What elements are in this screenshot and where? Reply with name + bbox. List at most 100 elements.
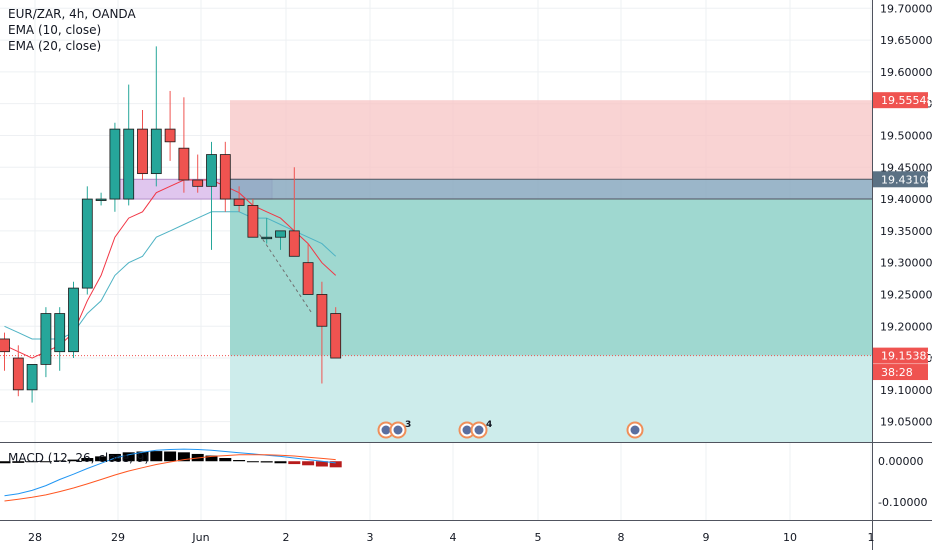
candle-up — [95, 198, 107, 201]
event-icon — [474, 425, 484, 435]
price-tick-label: 19.45000 — [880, 161, 932, 174]
macd-histogram-bar — [67, 459, 80, 462]
macd-histogram-bar — [0, 461, 11, 464]
candle-down — [192, 179, 204, 187]
price-tick-label: 19.50000 — [880, 129, 932, 142]
candle-up — [123, 128, 135, 200]
macd-histogram-bar — [246, 461, 259, 463]
macd-histogram-bar — [122, 452, 135, 462]
candle-down — [247, 205, 259, 238]
candle-down — [164, 128, 176, 143]
event-count: 3 — [405, 420, 411, 430]
price-tick-label: 19.70000 — [880, 2, 932, 15]
candle-up — [26, 364, 38, 391]
event-icon — [462, 425, 472, 435]
time-tick-label: Jun — [191, 531, 209, 544]
price-tag-label: 19.43108 — [881, 173, 932, 186]
candle-down — [0, 338, 10, 353]
candle-up — [81, 198, 93, 289]
price-tag-label: 19.15382 — [881, 350, 932, 363]
price-tag — [873, 171, 928, 188]
entry-band — [230, 179, 872, 200]
macd-histogram-bar — [95, 456, 108, 462]
ema20-legend: EMA (20, close) — [8, 39, 102, 53]
candle-down — [316, 294, 328, 327]
macd-histogram-bar — [205, 455, 218, 462]
time-tick-label: 8 — [618, 531, 625, 544]
macd-histogram-bar — [39, 461, 52, 463]
candle-down — [233, 198, 245, 206]
macd-histogram-bar — [233, 460, 246, 462]
candle-down — [302, 262, 314, 295]
macd-tick-label: 0.00000 — [878, 455, 924, 468]
event-icon — [381, 425, 391, 435]
event-marker: 3 — [377, 420, 411, 439]
candle-down — [288, 230, 300, 257]
time-tick-label: 2 — [283, 531, 290, 544]
chart-legend: EUR/ZAR, 4h, OANDA EMA (10, close) EMA (… — [8, 6, 136, 54]
price-tag — [873, 347, 928, 364]
macd-histogram-bar — [260, 461, 273, 463]
time-tick-label: 4 — [450, 531, 457, 544]
candle-down — [137, 128, 148, 175]
profit-zone — [230, 199, 872, 356]
candle-down — [178, 147, 190, 181]
macd-histogram-bar — [26, 461, 39, 463]
candle-down — [219, 154, 231, 200]
macd-histogram-bar — [53, 460, 66, 462]
macd-histogram-bar — [12, 461, 25, 463]
signal-line — [4, 454, 336, 502]
macd-histogram-bar — [315, 461, 328, 467]
event-icon — [393, 425, 403, 435]
event-marker: 4 — [458, 420, 492, 439]
profit-zone-extended — [230, 355, 872, 442]
candle-up — [150, 128, 162, 175]
price-tick-label: 19.30000 — [880, 257, 932, 270]
candle-up — [40, 313, 52, 365]
price-tick-label: 19.65000 — [880, 34, 932, 47]
price-tag-label: 38:28 — [881, 366, 913, 379]
price-tick-label: 19.40000 — [880, 193, 932, 206]
candle-up — [109, 128, 121, 200]
time-tick-label: 28 — [28, 531, 42, 544]
macd-histogram-bar — [219, 457, 232, 462]
symbol-title: EUR/ZAR, 4h, OANDA — [8, 7, 136, 21]
macd-histogram-bar — [150, 451, 163, 462]
time-tick-label: 9 — [703, 531, 710, 544]
macd-histogram-bar — [164, 451, 177, 462]
candle-down — [12, 357, 24, 391]
candle-up — [275, 230, 286, 238]
macd-histogram-bar — [81, 457, 94, 462]
candle-up — [68, 287, 79, 353]
time-tick-label: 3 — [367, 531, 374, 544]
event-icon — [630, 425, 640, 435]
price-tag — [873, 92, 928, 109]
macd-line — [4, 448, 336, 497]
event-count: 4 — [486, 420, 492, 430]
stop-loss-zone — [230, 100, 872, 180]
macd-histogram-bar — [288, 461, 301, 465]
time-tick-label: 29 — [111, 531, 125, 544]
candle-down — [330, 313, 342, 359]
price-tick-label: 19.60000 — [880, 66, 932, 79]
price-tag-label: 19.55548 — [881, 94, 932, 107]
price-tick-label: 19.10000 — [880, 384, 932, 397]
macd-histogram-bar — [274, 461, 287, 464]
price-tick-label: 19.05000 — [880, 416, 932, 429]
price-tick-label: 19.25000 — [880, 288, 932, 301]
candle-up — [54, 313, 66, 353]
price-tag — [873, 364, 928, 381]
ema10-legend: EMA (10, close) — [8, 23, 102, 37]
macd-histogram-bar — [177, 452, 190, 462]
macd-tick-label: -0.10000 — [878, 496, 927, 509]
time-tick-label: 10 — [783, 531, 797, 544]
time-tick-label: 1 — [868, 531, 875, 544]
macd-histogram-bar — [329, 461, 342, 468]
price-tick-label: 19.20000 — [880, 320, 932, 333]
time-tick-label: 5 — [535, 531, 542, 544]
event-marker — [626, 421, 644, 439]
price-tick-label: 19.35000 — [880, 225, 932, 238]
candle-up — [261, 236, 273, 240]
macd-histogram-bar — [302, 461, 315, 466]
